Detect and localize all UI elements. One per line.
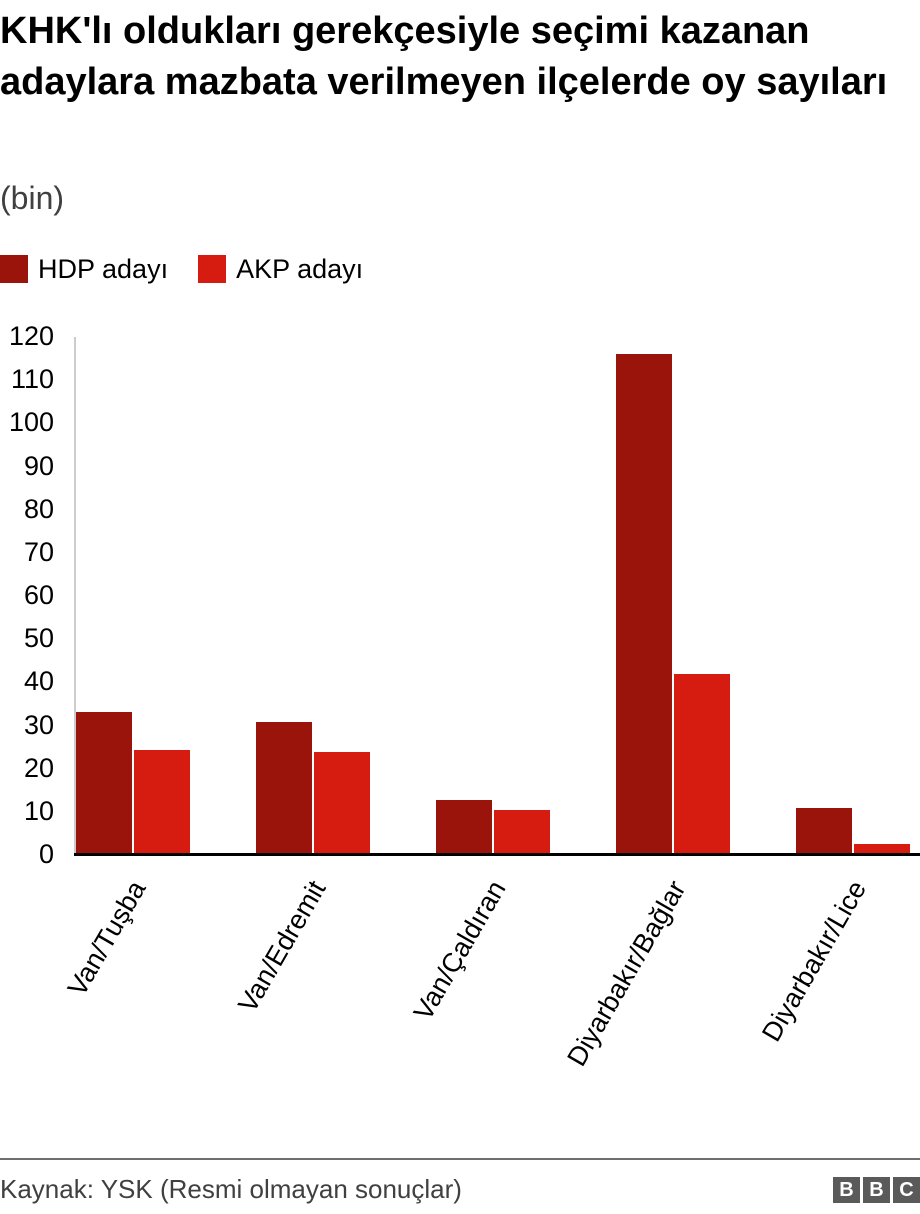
x-axis-baseline [74, 853, 920, 856]
legend-swatch-hdp [0, 255, 28, 283]
bar-akp [494, 810, 550, 855]
y-tick-label: 90 [23, 450, 54, 481]
y-tick-label: 40 [23, 666, 54, 697]
y-tick-label: 80 [23, 493, 54, 524]
y-axis-line [74, 337, 76, 855]
y-tick-label: 120 [8, 321, 54, 351]
bbc-logo-letter: B [833, 1177, 860, 1203]
bbc-logo: B B C [830, 1177, 920, 1203]
legend-label-hdp: HDP adayı [38, 254, 169, 284]
chart-subtitle: (bin) [0, 180, 65, 216]
bar-hdp [256, 722, 312, 855]
y-tick-label: 60 [23, 580, 54, 610]
legend-label-akp: AKP adayı [236, 254, 364, 284]
x-tick-label: Van/Edremit [232, 875, 332, 1018]
y-tick-label: 70 [23, 536, 54, 567]
y-tick-label: 10 [23, 795, 54, 826]
x-tick-label: Van/Çaldıran [407, 875, 512, 1026]
bar-hdp [796, 807, 852, 855]
legend-item-akp: AKP adayı [198, 254, 363, 284]
bar-akp [134, 750, 190, 855]
bbc-logo-letter: C [893, 1177, 920, 1203]
legend-item-hdp: HDP adayı [0, 254, 168, 284]
x-tick-label: Diyarbakır/Bağlar [561, 875, 692, 1072]
bar-hdp [616, 354, 672, 855]
y-tick-label: 100 [8, 407, 54, 438]
legend-swatch-akp [198, 255, 227, 283]
x-tick-label: Van/Tuşba [61, 875, 152, 1001]
bar-akp [854, 844, 910, 855]
bar-hdp [436, 800, 492, 855]
bar-akp [674, 674, 730, 855]
chart-title: KHK'lı oldukları gerekçesiyle seçimi kaz… [0, 10, 888, 103]
source-text: Kaynak: YSK (Resmi olmayan sonuçlar) [0, 1174, 462, 1204]
footer-divider [0, 1158, 920, 1160]
legend: HDP adayı AKP adayı [0, 254, 393, 284]
bar-hdp [76, 712, 132, 855]
bbc-logo-letter: B [863, 1177, 890, 1203]
y-tick-label: 0 [38, 839, 54, 869]
x-tick-label: Diyarbakır/Lice [756, 875, 873, 1047]
y-tick-label: 110 [10, 364, 54, 395]
bar-akp [314, 751, 370, 855]
y-tick-label: 20 [23, 752, 54, 783]
y-tick-label: 30 [23, 709, 54, 740]
y-tick-label: 50 [23, 623, 54, 654]
